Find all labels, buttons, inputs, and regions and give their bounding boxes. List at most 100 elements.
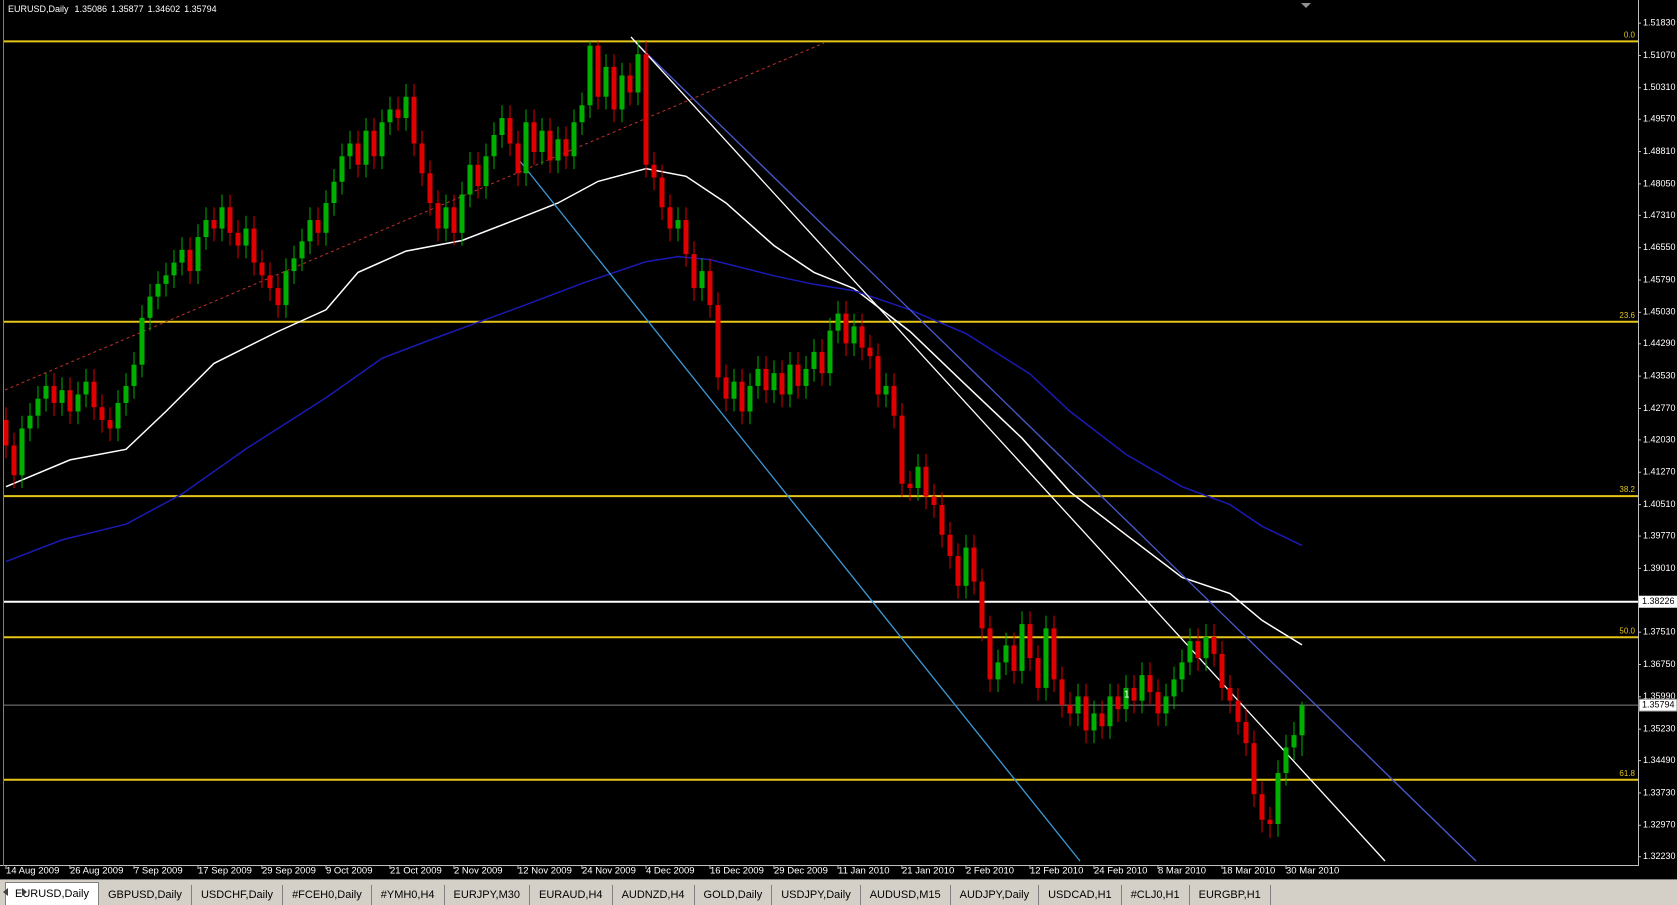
candle-body bbox=[147, 296, 153, 318]
x-tick-label: 30 Mar 2010 bbox=[1286, 866, 1339, 877]
candle-body bbox=[363, 130, 369, 165]
candle-body bbox=[27, 415, 33, 429]
candle-body bbox=[83, 381, 89, 395]
price-box-label: 1.38226 bbox=[1642, 596, 1675, 606]
y-tick-label: 1.34490 bbox=[1643, 755, 1676, 765]
y-tick-label: 1.50310 bbox=[1643, 82, 1676, 92]
candle-body bbox=[611, 66, 617, 110]
candle-body bbox=[427, 173, 433, 204]
candle-body bbox=[835, 313, 841, 331]
chart-tab[interactable]: #FCEH0,Daily bbox=[283, 885, 372, 905]
candle-body bbox=[635, 54, 641, 93]
candle-body bbox=[691, 254, 697, 289]
candle-body bbox=[115, 402, 121, 429]
candle-body bbox=[403, 96, 409, 118]
x-tick-label: 24 Feb 2010 bbox=[1094, 866, 1147, 877]
candle-body bbox=[283, 271, 289, 306]
candle-body bbox=[467, 164, 473, 195]
candle-body bbox=[667, 207, 673, 229]
levels-layer: 0.0 23.6 38.2 50.0 61.8 bbox=[4, 31, 1638, 781]
candle-body bbox=[1291, 735, 1297, 748]
candle-body bbox=[931, 496, 937, 506]
candle-body bbox=[1243, 721, 1249, 744]
last-open: 1.35086 bbox=[75, 4, 108, 14]
candle-body bbox=[1059, 679, 1065, 705]
price-box bbox=[1639, 595, 1677, 608]
candle-body bbox=[939, 505, 945, 535]
candle-body bbox=[523, 122, 529, 174]
x-tick-label: 14 Aug 2009 bbox=[6, 866, 59, 877]
chart-tab[interactable]: #YMH0,H4 bbox=[372, 885, 445, 905]
chart-tab[interactable]: #CLJ0,H1 bbox=[1122, 885, 1190, 905]
scroll-left[interactable] bbox=[3, 888, 8, 896]
candle-body bbox=[819, 351, 825, 374]
y-tick-label: 1.41270 bbox=[1643, 467, 1676, 477]
candle-body bbox=[587, 45, 593, 106]
chart-tab[interactable]: EURUSD,Daily bbox=[5, 882, 99, 905]
candle-body bbox=[1139, 675, 1145, 701]
y-tick-label: 1.42770 bbox=[1643, 403, 1676, 413]
x-tick-label: 12 Feb 2010 bbox=[1030, 866, 1083, 877]
candle-body bbox=[899, 415, 905, 484]
chart-tab[interactable]: USDCAD,H1 bbox=[1039, 885, 1122, 905]
candle-body bbox=[947, 534, 953, 557]
chart-tab[interactable]: EURJPY,M30 bbox=[445, 885, 530, 905]
candle-body bbox=[315, 220, 321, 233]
candle-body bbox=[179, 249, 185, 263]
candle-body bbox=[419, 143, 425, 174]
chart-tab[interactable]: EURGBP,H1 bbox=[1190, 885, 1271, 905]
candle-body bbox=[227, 207, 233, 233]
chart-tab[interactable]: EURAUD,H4 bbox=[530, 885, 613, 905]
candle-body bbox=[963, 547, 969, 586]
candle-body bbox=[595, 45, 601, 97]
chart-tab[interactable]: GOLD,Daily bbox=[695, 885, 773, 905]
candle-body bbox=[1179, 662, 1185, 680]
candle-body bbox=[1083, 696, 1089, 731]
x-tick-label: 4 Dec 2009 bbox=[646, 866, 695, 877]
candle-body bbox=[563, 139, 569, 157]
chart-tab[interactable]: GBPUSD,Daily bbox=[99, 885, 192, 905]
chart-tab[interactable]: AUDNZD,H4 bbox=[613, 885, 695, 905]
x-tick-label: 2 Nov 2009 bbox=[454, 866, 503, 877]
candle-body bbox=[387, 109, 393, 123]
candle-body bbox=[915, 466, 921, 489]
candle-body bbox=[851, 326, 857, 344]
candle-body bbox=[1147, 675, 1153, 693]
x-tick-label: 2 Feb 2010 bbox=[966, 866, 1014, 877]
chart-tab[interactable]: AUDJPY,Daily bbox=[951, 885, 1040, 905]
candle-body bbox=[1115, 696, 1121, 710]
scroll-right[interactable] bbox=[22, 888, 27, 896]
candle-body bbox=[491, 134, 497, 157]
candle-body bbox=[843, 313, 849, 344]
x-tick-label: 26 Aug 2009 bbox=[70, 866, 123, 877]
chart-background bbox=[0, 0, 1677, 879]
candle-body bbox=[731, 381, 737, 399]
shift-marker bbox=[1301, 3, 1311, 8]
chart-tab[interactable]: USDJPY,Daily bbox=[772, 885, 861, 905]
axis-layer: 1.51830 1.51070 1.50310 1.49570 1.48810 1.480… bbox=[0, 0, 1677, 877]
candle-body bbox=[1219, 653, 1225, 688]
y-tick-label: 1.48050 bbox=[1643, 178, 1676, 188]
level-label: 23.6 bbox=[1619, 311, 1635, 320]
tab-scroll[interactable] bbox=[0, 886, 30, 898]
y-tick-label: 1.36750 bbox=[1643, 659, 1676, 669]
candle-body bbox=[1075, 696, 1081, 714]
candle-body bbox=[411, 96, 417, 144]
chart-tab[interactable]: USDCHF,Daily bbox=[192, 885, 284, 905]
candle-body bbox=[795, 364, 801, 386]
candle-body bbox=[499, 117, 505, 135]
candle-body bbox=[515, 143, 521, 174]
candle-body bbox=[971, 547, 977, 582]
candle-body bbox=[715, 305, 721, 378]
candle-body bbox=[1027, 624, 1033, 659]
candle-body bbox=[875, 356, 881, 395]
candle-body bbox=[91, 381, 97, 408]
candle-body bbox=[907, 483, 913, 489]
candle-body bbox=[435, 203, 441, 229]
current-price-label: 1.35794 bbox=[1642, 700, 1675, 710]
chart-tab[interactable]: AUDUSD,M15 bbox=[861, 885, 951, 905]
candle-body bbox=[1131, 687, 1137, 701]
candle-body bbox=[243, 228, 249, 246]
level-label: 50.0 bbox=[1619, 626, 1635, 635]
candle-body bbox=[763, 368, 769, 391]
